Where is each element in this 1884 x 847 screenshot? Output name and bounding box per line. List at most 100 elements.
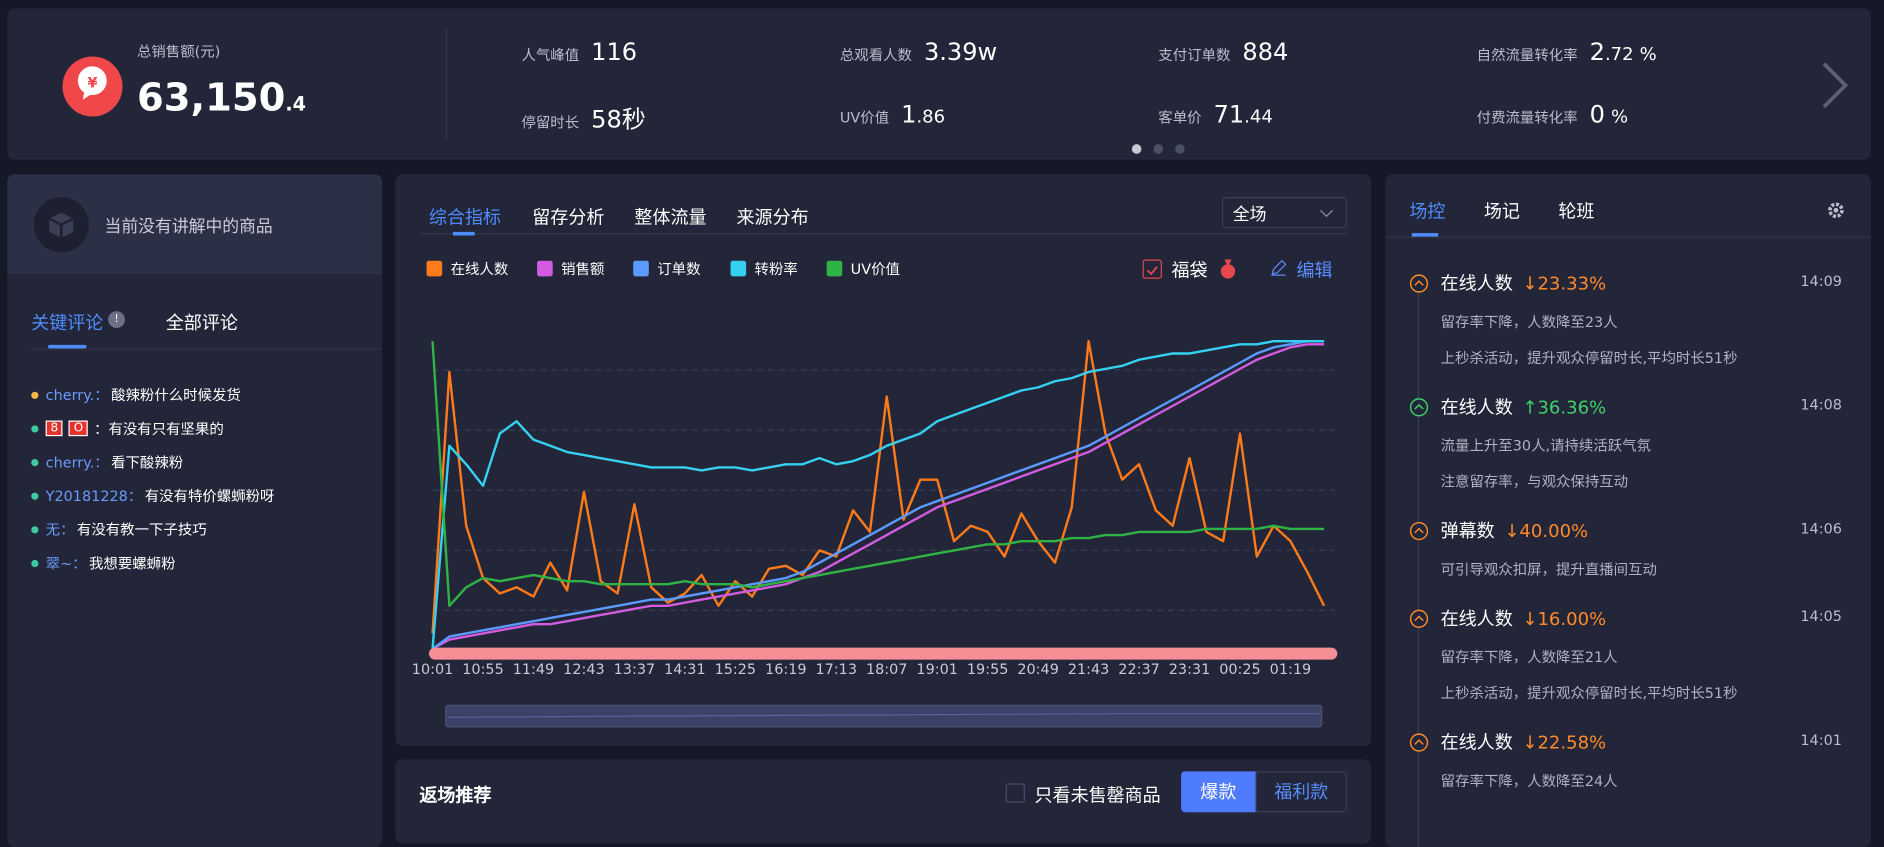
legend-swatch: [537, 260, 553, 277]
page-dot[interactable]: [1153, 144, 1164, 154]
page-dot[interactable]: [1131, 144, 1142, 154]
event-note: 流量上升至30人,请持续活跃气氛: [1440, 437, 1652, 455]
metric-value: 71.44: [1214, 100, 1273, 129]
event-note: 上秒杀活动，提升观众停留时长,平均时长51秒: [1440, 684, 1738, 702]
tab[interactable]: 场记: [1483, 200, 1520, 223]
comment-user: 无：: [45, 521, 75, 539]
metric: UV价值 1.86: [840, 100, 945, 129]
tab: 综合指标: [428, 206, 502, 229]
comment-dot: [31, 525, 39, 533]
x-tick-label: 23:31: [1169, 662, 1211, 678]
button[interactable]: 福利款: [1255, 771, 1347, 813]
metric: 客单价 71.44: [1158, 100, 1273, 129]
event-metric: 弹幕数: [1440, 520, 1495, 542]
metric-label: 自然流量转化率: [1476, 46, 1578, 64]
event-note: 可引导观众扣屏，提升直播间互动: [1440, 561, 1657, 578]
separator: [31, 348, 383, 350]
x-tick-label: 10:55: [462, 662, 504, 678]
legend-label: 销售额: [561, 260, 605, 278]
comment-text: 酸辣粉什么时候发货: [111, 386, 241, 404]
tab[interactable]: 场控: [1409, 200, 1446, 223]
fudai-label: 福袋: [1171, 259, 1208, 282]
divider: [445, 28, 447, 140]
metric-value: 1.86: [901, 100, 945, 129]
check: [1146, 266, 1158, 276]
metric-label: 停留时长: [521, 114, 580, 131]
event: 在线人数 ↑36.36% 14:08 流量上升至30人,请持续活跃气氛 注意留存率，与观…: [1385, 394, 1870, 491]
metric-main: 1: [901, 99, 917, 129]
metric-label: 人气峰值: [521, 46, 580, 64]
comment: 8 O ：有没有只有坚果的: [31, 418, 224, 438]
comment-user: 翠~：: [45, 555, 87, 572]
event-change: ↓23.33%: [1522, 272, 1607, 295]
x-tick-label: 19:01: [916, 662, 958, 678]
scope-select[interactable]: 全场: [1221, 197, 1347, 229]
tab: 留存分析: [532, 206, 605, 229]
metric-value: 58秒: [591, 100, 646, 135]
legend-swatch: [826, 260, 843, 277]
sales-main: 63,150: [136, 74, 286, 121]
checkbox[interactable]: [1142, 259, 1162, 279]
tab[interactable]: 轮班: [1558, 200, 1595, 223]
separator: [419, 233, 1347, 235]
metric-value: 884: [1242, 37, 1288, 66]
event-title: 在线人数 ↓22.58%: [1441, 729, 1871, 754]
metric-decimal: .44: [1244, 105, 1273, 128]
comment-body: Y20181228： 有没有特价螺蛳粉呀: [46, 485, 275, 505]
comment-user: cherry.：: [45, 386, 109, 404]
metric-main: 58秒: [591, 104, 646, 134]
yuan-icon: ¥: [77, 66, 107, 100]
edit-icon[interactable]: [1270, 259, 1287, 277]
settings-icon[interactable]: [1826, 201, 1845, 220]
comment: cherry.： 看下酸辣粉: [31, 452, 183, 472]
zoom-slider: [445, 704, 1323, 728]
tab[interactable]: 全部评论: [165, 312, 238, 335]
edit-link[interactable]: 编辑: [1296, 259, 1333, 282]
metric-value: 0%: [1590, 100, 1628, 129]
event-change: ↓16.00%: [1522, 607, 1607, 630]
comment: 翠~： 我想要螺蛳粉: [31, 553, 176, 573]
summary-bar: ¥ 总销售额(元) 63,150.4 人气峰值 116 停留时长 58秒 总观看人数 3.…: [7, 8, 1871, 160]
metric: 付费流量转化率 0%: [1477, 100, 1628, 129]
x-tick-label: 01:19: [1270, 662, 1312, 678]
event: 弹幕数 ↓40.00% 14:06 可引导观众扣屏，提升直播间互动: [1385, 518, 1870, 579]
next-arrow[interactable]: [1817, 59, 1853, 112]
comments-panel: 当前没有讲解中的商品 关键评论 ! 全部评论 cherry.： 酸辣粉什么时候发货…: [7, 174, 383, 847]
comment-text: 看下酸辣粉: [111, 454, 184, 471]
event: 在线人数 ↓22.58% 14:01 留存率下降，人数降至24人: [1385, 729, 1870, 790]
svg-text:¥: ¥: [88, 76, 98, 92]
scope-text: 全场: [1232, 205, 1267, 225]
control-panel: 场控 场记 轮班 在线人数 ↓23.33% 14:09 留存率下降，人数降至23人 上秒…: [1385, 174, 1871, 847]
metric-unit: %: [1610, 105, 1629, 128]
comment-user: cherry.：: [45, 454, 109, 471]
sales-decimal: .4: [285, 92, 307, 116]
metric-main: 3.39w: [923, 37, 998, 67]
legend-swatch: [426, 260, 443, 277]
series-line: [431, 340, 1325, 649]
product-icon: [33, 197, 89, 253]
line-chart: 10:01 10:55 11:49 12:43 13:37 14:31 15:25 16:19…: [412, 340, 1338, 728]
x-tick-label: 19:55: [967, 662, 1009, 678]
metric-main: 0: [1589, 99, 1605, 129]
tab[interactable]: 关键评论: [31, 312, 104, 335]
comment-text: 我想要螺蛳粉: [88, 555, 176, 572]
event-metric: 在线人数: [1440, 272, 1513, 295]
x-tick-label: 16:19: [765, 662, 807, 678]
legend-swatch: [633, 260, 649, 277]
comment-text: 有没有特价螺蛳粉呀: [144, 487, 275, 505]
event-title: 弹幕数 ↓40.00%: [1441, 518, 1871, 543]
sales-icon: ¥: [62, 56, 123, 117]
event-list: 在线人数 ↓23.33% 14:09 留存率下降，人数降至23人 上秒杀活动，提升观众停…: [1385, 270, 1870, 817]
timeline: [1417, 279, 1420, 847]
event-note: 留存率下降，人数降至24人: [1440, 772, 1618, 790]
x-tick-label: 00:25: [1219, 662, 1261, 678]
button[interactable]: 爆款: [1181, 771, 1256, 813]
page-dot[interactable]: [1175, 144, 1185, 154]
event-icon: [1409, 274, 1429, 293]
event-title: 在线人数 ↓23.33%: [1441, 270, 1871, 295]
zoom-preview: [448, 713, 1320, 718]
checkbox[interactable]: [1005, 783, 1025, 803]
event-icon: [1409, 521, 1429, 541]
metric-main: 71: [1213, 99, 1245, 129]
comment-body: 无： 有没有教一下子技巧: [46, 519, 207, 539]
